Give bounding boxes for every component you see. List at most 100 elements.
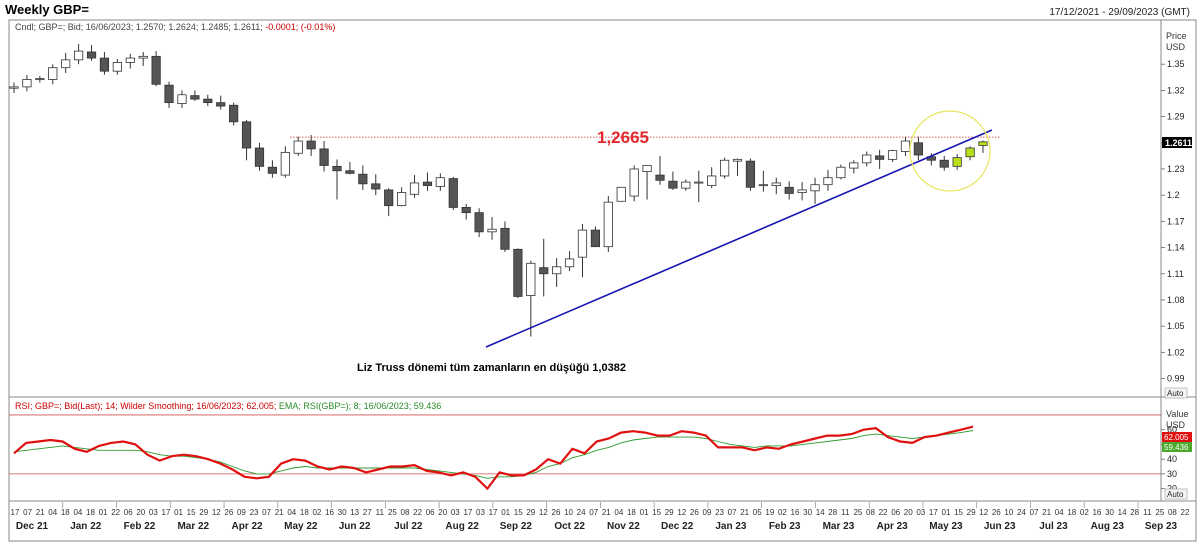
day-tick-label: 24	[577, 508, 586, 517]
candle	[293, 136, 303, 156]
day-tick-label: 26	[224, 508, 233, 517]
last-price-label: 1.2611	[1165, 138, 1192, 148]
time-axis-frame	[8, 500, 1197, 542]
candle	[86, 44, 97, 61]
day-tick-label: 29	[199, 508, 208, 517]
day-tick-label: 18	[61, 508, 70, 517]
candle	[681, 179, 691, 191]
candle-body	[216, 102, 226, 107]
candle-body	[771, 182, 781, 186]
day-tick-label: 07	[1030, 508, 1039, 517]
day-tick-label: 30	[1105, 508, 1114, 517]
price-tick-label: 0.99	[1167, 374, 1185, 384]
candle	[384, 188, 394, 217]
month-label: Jan 22	[70, 521, 102, 532]
day-tick-label: 24	[1017, 508, 1026, 517]
month-label: Mar 22	[177, 521, 209, 532]
day-tick-label: 04	[48, 508, 57, 517]
price-tick-label: 1.11	[1167, 269, 1184, 279]
candle-body	[474, 212, 484, 233]
day-tick-label: 03	[149, 508, 158, 517]
day-tick-label: 11	[376, 508, 385, 517]
candle	[500, 221, 510, 252]
month-label: Dec 21	[16, 521, 49, 532]
day-tick-label: 21	[740, 508, 749, 517]
candle	[216, 95, 226, 110]
candle-body	[332, 165, 342, 172]
candle	[965, 146, 975, 161]
candle	[112, 58, 122, 75]
candle-body	[48, 67, 58, 80]
month-label: Apr 22	[231, 521, 263, 532]
month-label: Nov 22	[607, 521, 640, 532]
candle	[745, 158, 756, 191]
candle	[345, 161, 355, 175]
candle-body	[900, 140, 911, 152]
candle-body	[306, 140, 316, 150]
day-tick-label: 26	[992, 508, 1001, 517]
day-tick-label: 15	[652, 508, 661, 517]
price-tick-label: 1.14	[1167, 243, 1185, 253]
candle-body	[61, 59, 71, 69]
price-tick-label: 1.29	[1167, 112, 1185, 122]
candle-body	[965, 147, 975, 158]
day-tick-label: 03	[916, 508, 925, 517]
day-tick-label: 30	[338, 508, 347, 517]
day-tick-label: 17	[11, 508, 20, 517]
candle-body	[358, 173, 368, 185]
candle-body	[745, 160, 756, 188]
candle	[797, 182, 807, 201]
candle-body	[86, 51, 97, 59]
candle	[732, 158, 743, 176]
day-tick-label: 17	[489, 508, 498, 517]
candle	[241, 120, 252, 161]
candle-body	[939, 159, 949, 168]
day-tick-label: 04	[287, 508, 296, 517]
candle-body	[345, 170, 355, 174]
price-tick-label: 1.17	[1167, 216, 1185, 226]
month-label: Sep 22	[500, 521, 533, 532]
candle-body	[151, 55, 161, 85]
month-label: Aug 23	[1091, 521, 1125, 532]
candle	[461, 203, 471, 220]
candle-body	[913, 142, 924, 156]
day-tick-label: 05	[753, 508, 762, 517]
price-axis-title-1: Price	[1166, 31, 1187, 41]
candle	[151, 51, 161, 87]
candle	[422, 172, 433, 191]
candle	[642, 165, 652, 200]
candle-body	[203, 98, 213, 104]
candle-body	[732, 158, 743, 162]
candle	[771, 177, 781, 195]
candle	[22, 75, 32, 92]
candle-body	[952, 157, 962, 167]
price-axis-title-2: USD	[1166, 42, 1186, 52]
day-tick-label: 06	[426, 508, 435, 517]
price-axis-frame	[1160, 19, 1197, 402]
price-tick-label: 1.35	[1167, 59, 1185, 69]
rsi-auto-button[interactable]	[1164, 488, 1188, 500]
candle	[539, 238, 549, 297]
candle-body	[539, 267, 549, 275]
candle-body	[564, 258, 575, 268]
candle	[371, 174, 381, 196]
day-tick-label: 18	[300, 508, 309, 517]
price-auto-button[interactable]	[1164, 387, 1188, 399]
candle-body	[112, 62, 122, 72]
day-tick-label: 22	[111, 508, 120, 517]
candle-body	[422, 181, 433, 186]
candle	[409, 175, 420, 198]
last-price-tag	[1162, 137, 1192, 148]
candle-body	[707, 175, 717, 186]
month-label: May 23	[929, 521, 963, 532]
candle-body	[694, 181, 704, 184]
day-tick-label: 23	[715, 508, 724, 517]
support-trendline	[485, 129, 993, 348]
candle-body	[293, 140, 303, 154]
day-tick-label: 02	[312, 508, 321, 517]
candle-body	[887, 150, 898, 160]
day-tick-label: 12	[212, 508, 221, 517]
day-tick-label: 01	[174, 508, 183, 517]
candle-body	[280, 151, 290, 176]
price-tick-label: 1.2	[1167, 190, 1180, 200]
